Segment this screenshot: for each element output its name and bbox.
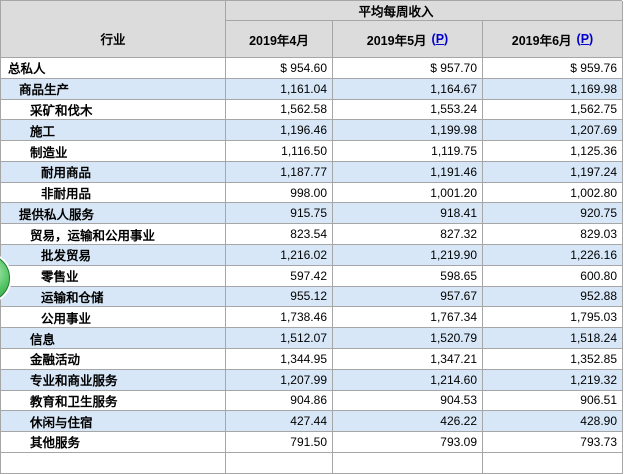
row-label: 金融活动 xyxy=(1,348,226,370)
cell-value: 823.54 xyxy=(226,224,333,246)
partial-row-cell xyxy=(333,452,483,474)
row-label: 其他服务 xyxy=(1,432,226,453)
row-label: 批发贸易 xyxy=(1,245,226,266)
row-label: 零售业 xyxy=(1,265,226,287)
cell-value: 998.00 xyxy=(226,182,333,204)
row-label: 总私人 xyxy=(1,58,226,79)
cell-value: 827.32 xyxy=(333,224,483,246)
paren-open: ( xyxy=(431,32,436,46)
partial-row-cell xyxy=(483,452,623,474)
partial-row-cell xyxy=(226,452,333,474)
month-header-label: 2019年6月 xyxy=(511,33,572,48)
cell-value: 1,197.24 xyxy=(483,161,623,183)
cell-value: 1,352.85 xyxy=(483,348,623,370)
preliminary-marker: P xyxy=(580,32,590,46)
cell-value: 1,553.24 xyxy=(333,99,483,121)
row-label: 采矿和伐木 xyxy=(1,99,226,121)
cell-value: 1,002.80 xyxy=(483,182,623,204)
cell-value: 1,191.46 xyxy=(333,161,483,183)
cell-value: 1,196.46 xyxy=(226,120,333,142)
cell-value: 1,767.34 xyxy=(333,307,483,329)
row-label: 专业和商业服务 xyxy=(1,369,226,391)
row-label: 贸易，运输和公用事业 xyxy=(1,224,226,246)
cell-value: 1,562.75 xyxy=(483,99,623,121)
paren-close: ) xyxy=(444,32,449,46)
cell-value: 428.90 xyxy=(483,411,623,433)
row-label: 非耐用品 xyxy=(1,182,226,204)
preliminary-link[interactable]: (P) xyxy=(432,32,449,46)
row-label: 制造业 xyxy=(1,141,226,162)
cell-value: 1,161.04 xyxy=(226,78,333,100)
cell-value: $ 954.60 xyxy=(226,58,333,79)
cell-value: 1,219.32 xyxy=(483,369,623,391)
month-header-label: 2019年5月 xyxy=(366,33,427,48)
cell-value: 1,207.69 xyxy=(483,120,623,142)
row-label: 教育和卫生服务 xyxy=(1,390,226,412)
cell-value: 598.65 xyxy=(333,265,483,287)
cell-value: 597.42 xyxy=(226,265,333,287)
row-label: 休闲与住宿 xyxy=(1,411,226,433)
cell-value: 1,119.75 xyxy=(333,141,483,162)
cell-value: 1,512.07 xyxy=(226,328,333,349)
column-header-month-3: 2019年6月 (P) xyxy=(483,21,623,58)
cell-value: 1,344.95 xyxy=(226,348,333,370)
cell-value: 1,216.02 xyxy=(226,245,333,266)
cell-value: 1,226.16 xyxy=(483,245,623,266)
group-header-average-weekly-earnings: 平均每周收入 xyxy=(226,1,623,21)
cell-value: 1,795.03 xyxy=(483,307,623,329)
cell-value: 1,347.21 xyxy=(333,348,483,370)
paren-close: ) xyxy=(589,32,594,46)
cell-value: 1,169.98 xyxy=(483,78,623,100)
row-label: 耐用商品 xyxy=(1,161,226,183)
cell-value: 1,738.46 xyxy=(226,307,333,329)
cell-value: $ 957.70 xyxy=(333,58,483,79)
cell-value: 1,219.90 xyxy=(333,245,483,266)
preliminary-link[interactable]: (P) xyxy=(577,32,594,46)
row-label: 提供私人服务 xyxy=(1,203,226,225)
row-label: 信息 xyxy=(1,328,226,349)
cell-value: 1,187.77 xyxy=(226,161,333,183)
cell-value: 1,207.99 xyxy=(226,369,333,391)
month-header-label: 2019年4月 xyxy=(249,33,309,48)
cell-value: 906.51 xyxy=(483,390,623,412)
cell-value: 793.73 xyxy=(483,432,623,453)
cell-value: 1,125.36 xyxy=(483,141,623,162)
cell-value: 904.53 xyxy=(333,390,483,412)
paren-open: ( xyxy=(576,32,581,46)
partial-row-cell xyxy=(1,452,226,474)
cell-value: 904.86 xyxy=(226,390,333,412)
cell-value: 600.80 xyxy=(483,265,623,287)
cell-value: 1,001.20 xyxy=(333,182,483,204)
industry-header-label: 行业 xyxy=(100,33,126,47)
row-label: 商品生产 xyxy=(1,78,226,100)
column-header-industry: 行业 xyxy=(1,1,226,58)
preliminary-marker: P xyxy=(435,32,445,46)
cell-value: 918.41 xyxy=(333,203,483,225)
cell-value: $ 959.76 xyxy=(483,58,623,79)
row-label: 公用事业 xyxy=(1,307,226,329)
cell-value: 427.44 xyxy=(226,411,333,433)
cell-value: 1,562.58 xyxy=(226,99,333,121)
column-header-month-2: 2019年5月 (P) xyxy=(333,21,483,58)
cell-value: 1,214.60 xyxy=(333,369,483,391)
cell-value: 1,199.98 xyxy=(333,120,483,142)
cell-value: 426.22 xyxy=(333,411,483,433)
cell-value: 920.75 xyxy=(483,203,623,225)
cell-value: 952.88 xyxy=(483,286,623,308)
cell-value: 957.67 xyxy=(333,286,483,308)
row-label: 施工 xyxy=(1,120,226,142)
cell-value: 1,518.24 xyxy=(483,328,623,349)
cell-value: 915.75 xyxy=(226,203,333,225)
row-label: 运输和仓储 xyxy=(1,286,226,308)
cell-value: 793.09 xyxy=(333,432,483,453)
group-header-label: 平均每周收入 xyxy=(358,5,434,19)
cell-value: 1,520.79 xyxy=(333,328,483,349)
cell-value: 1,116.50 xyxy=(226,141,333,162)
cell-value: 955.12 xyxy=(226,286,333,308)
cell-value: 829.03 xyxy=(483,224,623,246)
cell-value: 791.50 xyxy=(226,432,333,453)
cell-value: 1,164.67 xyxy=(333,78,483,100)
column-header-month-1: 2019年4月 xyxy=(226,21,333,58)
